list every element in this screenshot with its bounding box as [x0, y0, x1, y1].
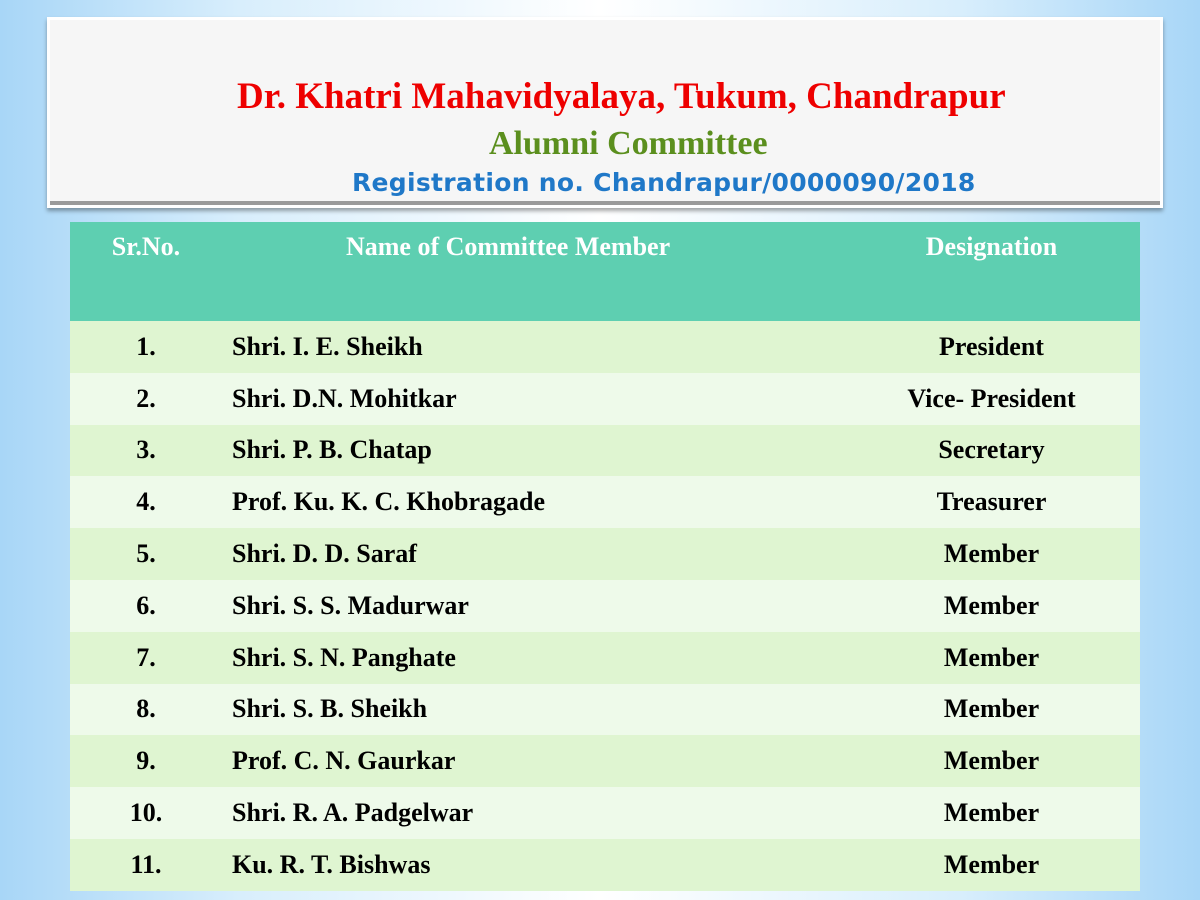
column-header-sr-no: Sr.No. [70, 222, 222, 321]
member-name-cell: Shri. S. S. Madurwar [222, 579, 843, 632]
designation-cell: Member [843, 787, 1140, 839]
table-row: 8. Shri. S. B. Sheikh Member [70, 683, 1140, 736]
designation-cell: President [843, 321, 1140, 373]
member-name-cell: Shri. I. E. Sheikh [222, 321, 843, 373]
title-box: Dr. Khatri Mahavidyalaya, Tukum, Chandra… [47, 17, 1163, 208]
committee-table: Sr.No. Name of Committee Member Designat… [70, 222, 1140, 891]
sr-no-cell: 11. [70, 838, 222, 891]
table-row: 1. Shri. I. E. Sheikh President [70, 321, 1140, 373]
member-name-cell: Ku. R. T. Bishwas [222, 838, 843, 891]
member-name-cell: Shri. S. B. Sheikh [222, 683, 843, 736]
column-header-name: Name of Committee Member [222, 222, 843, 321]
table-header-row: Sr.No. Name of Committee Member Designat… [70, 222, 1140, 321]
member-name-cell: Shri. R. A. Padgelwar [222, 787, 843, 839]
sr-no-cell: 3. [70, 424, 222, 477]
table-row: 3. Shri. P. B. Chatap Secretary [70, 424, 1140, 477]
designation-cell: Secretary [843, 424, 1140, 477]
sr-no-cell: 4. [70, 476, 222, 529]
table-row: 6. Shri. S. S. Madurwar Member [70, 579, 1140, 632]
sr-no-cell: 9. [70, 735, 222, 788]
designation-cell: Treasurer [843, 476, 1140, 529]
registration-number: Registration no. Chandrapur/0000090/2018 [352, 168, 976, 197]
table-row: 2. Shri. D.N. Mohitkar Vice- President [70, 372, 1140, 425]
sr-no-cell: 2. [70, 372, 222, 425]
designation-cell: Member [843, 735, 1140, 788]
sr-no-cell: 1. [70, 321, 222, 373]
sr-no-cell: 10. [70, 787, 222, 839]
designation-cell: Member [843, 683, 1140, 736]
member-name-cell: Prof. C. N. Gaurkar [222, 735, 843, 788]
sr-no-cell: 7. [70, 631, 222, 684]
table-row: 11. Ku. R. T. Bishwas Member [70, 838, 1140, 891]
table-row: 7. Shri. S. N. Panghate Member [70, 631, 1140, 684]
member-name-cell: Shri. D. D. Saraf [222, 528, 843, 580]
member-name-cell: Shri. D.N. Mohitkar [222, 372, 843, 425]
sr-no-cell: 8. [70, 683, 222, 736]
table-row: 9. Prof. C. N. Gaurkar Member [70, 735, 1140, 788]
designation-cell: Member [843, 838, 1140, 891]
sr-no-cell: 6. [70, 579, 222, 632]
member-name-cell: Shri. S. N. Panghate [222, 631, 843, 684]
member-name-cell: Prof. Ku. K. C. Khobragade [222, 476, 843, 529]
table-row: 10. Shri. R. A. Padgelwar Member [70, 787, 1140, 839]
designation-cell: Member [843, 528, 1140, 580]
committee-title: Alumni Committee [489, 125, 768, 162]
table-row: 5. Shri. D. D. Saraf Member [70, 528, 1140, 580]
college-title: Dr. Khatri Mahavidyalaya, Tukum, Chandra… [237, 76, 1006, 117]
designation-cell: Member [843, 631, 1140, 684]
table-row: 4. Prof. Ku. K. C. Khobragade Treasurer [70, 476, 1140, 529]
column-header-designation: Designation [843, 222, 1140, 321]
sr-no-cell: 5. [70, 528, 222, 580]
designation-cell: Vice- President [843, 372, 1140, 425]
designation-cell: Member [843, 579, 1140, 632]
member-name-cell: Shri. P. B. Chatap [222, 424, 843, 477]
